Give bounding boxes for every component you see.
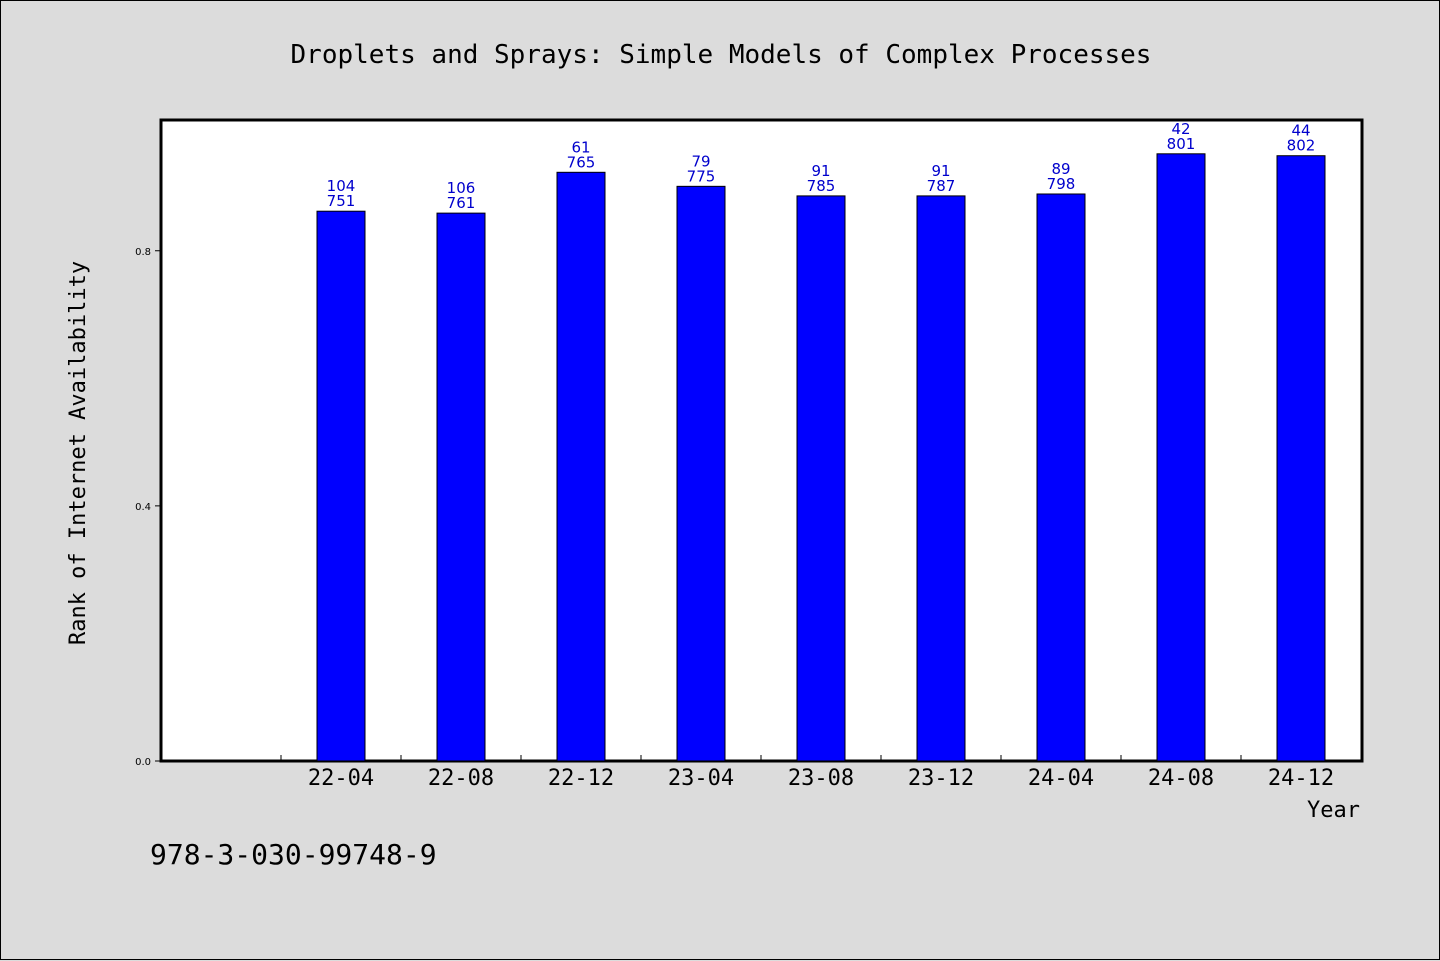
data-label-top: 89 xyxy=(1051,160,1070,178)
data-label-bottom: 761 xyxy=(447,194,476,212)
x-axis-label: Year xyxy=(1307,798,1360,823)
isbn-label: 978-3-030-99748-9 xyxy=(150,838,437,871)
data-label-bottom: 801 xyxy=(1167,135,1196,153)
bar-23-12 xyxy=(916,195,966,762)
chart-title: Droplets and Sprays: Simple Models of Co… xyxy=(291,40,1152,70)
bar-24-08 xyxy=(1156,153,1206,762)
x-tick-label: 23-04 xyxy=(668,766,734,791)
y-tick-label: 0.8 xyxy=(135,247,151,258)
x-axis-ticks: 22-04 22-08 22-12 23-04 23-08 23-12 24-04 24-08… xyxy=(280,755,1362,791)
data-label-bottom: 775 xyxy=(687,167,716,185)
data-label-bottom: 798 xyxy=(1047,175,1076,193)
y-tick-label: 0.0 xyxy=(135,757,151,768)
bar-22-12 xyxy=(556,171,606,762)
data-label-top: 104 xyxy=(327,177,356,195)
x-tick-label: 24-08 xyxy=(1148,766,1214,791)
x-tick-label: 22-04 xyxy=(308,766,374,791)
bar-23-08 xyxy=(796,195,846,762)
y-axis-label: Rank of Internet Availability xyxy=(66,261,91,645)
x-tick-label: 24-12 xyxy=(1268,766,1334,791)
data-label-top: 91 xyxy=(811,162,830,180)
data-label-top: 79 xyxy=(691,152,710,170)
bar-24-12 xyxy=(1276,155,1326,762)
y-axis-ticks: 0.0 0.4 0.8 xyxy=(135,247,161,768)
bar-22-08 xyxy=(436,212,486,762)
data-label-bottom: 765 xyxy=(567,153,596,171)
data-label-top: 44 xyxy=(1291,122,1310,140)
data-label-bottom: 802 xyxy=(1287,137,1316,155)
bar-23-04 xyxy=(676,185,726,762)
data-label-bottom: 785 xyxy=(807,177,836,195)
x-tick-label: 24-04 xyxy=(1028,766,1094,791)
x-tick-label: 23-12 xyxy=(908,766,974,791)
data-label-top: 61 xyxy=(571,138,590,156)
x-tick-label: 23-08 xyxy=(788,766,854,791)
data-label-top: 106 xyxy=(447,179,476,197)
bar-24-04 xyxy=(1036,193,1086,762)
bar-22-04 xyxy=(316,210,366,762)
bars-group xyxy=(316,153,1326,762)
y-tick-label: 0.4 xyxy=(135,502,151,513)
data-label-bottom: 751 xyxy=(327,192,356,210)
x-tick-label: 22-12 xyxy=(548,766,614,791)
data-label-top: 42 xyxy=(1171,120,1190,138)
data-label-bottom: 787 xyxy=(927,177,956,195)
data-label-top: 91 xyxy=(931,162,950,180)
x-tick-label: 22-08 xyxy=(428,766,494,791)
